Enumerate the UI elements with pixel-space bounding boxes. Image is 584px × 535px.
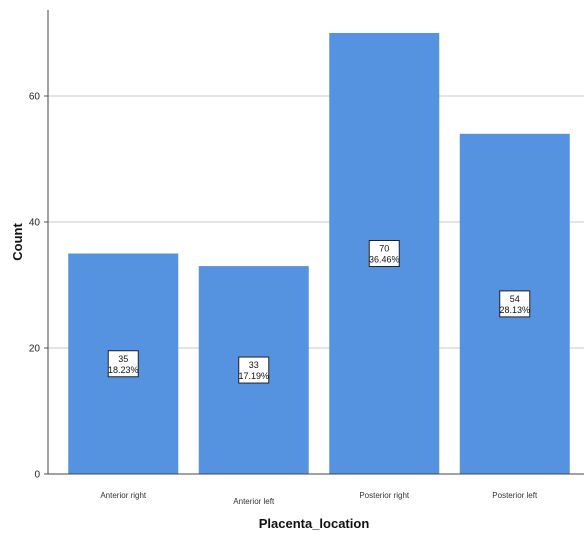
y-tick-label: 20	[29, 344, 41, 355]
data-label-count: 33	[249, 360, 259, 370]
data-label-percent: 18.23%	[108, 365, 139, 375]
data-label-percent: 36.46%	[369, 255, 400, 265]
data-label-percent: 17.19%	[238, 371, 269, 381]
x-tick-label: Posterior right	[359, 491, 410, 500]
data-label-count: 54	[510, 294, 520, 304]
data-label-percent: 28.13%	[499, 305, 530, 315]
x-tick-label: Anterior left	[233, 497, 275, 506]
data-label-count: 70	[379, 244, 389, 254]
x-axis-title: Placenta_location	[259, 516, 370, 531]
y-tick-label: 0	[34, 470, 40, 481]
data-label-count: 35	[118, 354, 128, 364]
x-tick-label: Posterior left	[492, 491, 538, 500]
y-tick-label: 40	[29, 218, 41, 229]
y-axis-title: Count	[10, 223, 25, 261]
bars	[68, 33, 570, 474]
y-tick-label: 60	[29, 92, 41, 103]
x-tick-label: Anterior right	[100, 491, 147, 500]
